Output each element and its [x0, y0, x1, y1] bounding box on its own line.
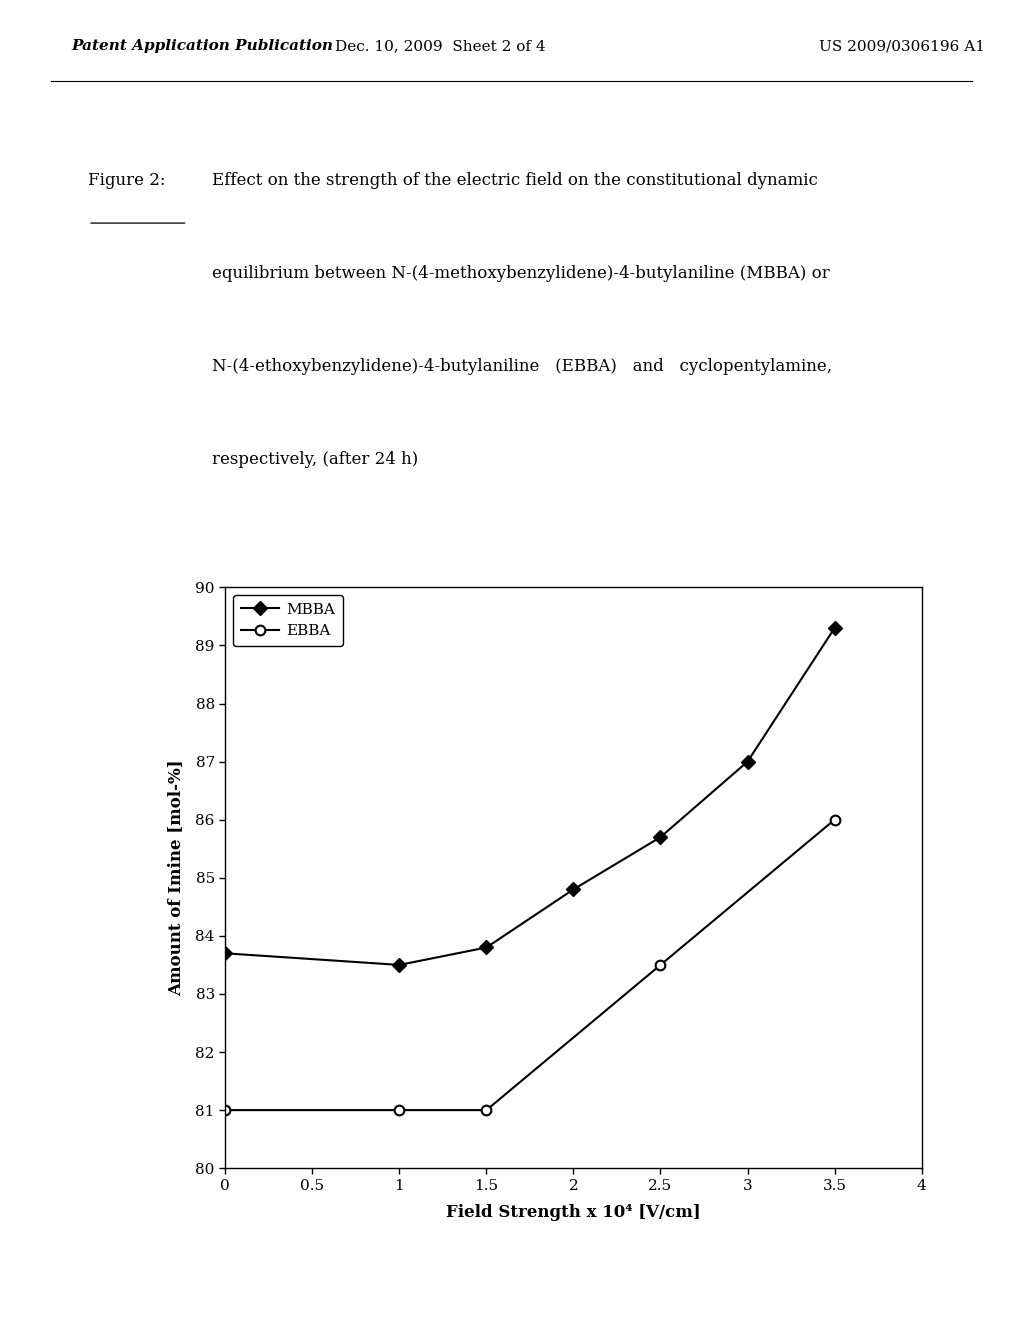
EBBA: [828, 812, 841, 828]
Text: Figure 2:: Figure 2:: [88, 172, 166, 189]
X-axis label: Field Strength x 10⁴ [V/cm]: Field Strength x 10⁴ [V/cm]: [446, 1204, 700, 1221]
Y-axis label: Amount of Imine [mol-%]: Amount of Imine [mol-%]: [167, 759, 184, 997]
Legend: MBBA, EBBA: MBBA, EBBA: [232, 595, 343, 645]
Line: EBBA: EBBA: [220, 814, 840, 1115]
MBBA: [741, 754, 754, 770]
Text: Patent Application Publication: Patent Application Publication: [72, 40, 334, 53]
MBBA: [219, 945, 231, 961]
EBBA: [393, 1102, 406, 1118]
Text: equilibrium between N-(4-methoxybenzylidene)-4-butylaniline (MBBA) or: equilibrium between N-(4-methoxybenzylid…: [213, 264, 830, 281]
MBBA: [567, 882, 580, 898]
MBBA: [393, 957, 406, 973]
Text: respectively, (after 24 h): respectively, (after 24 h): [213, 451, 419, 467]
MBBA: [480, 940, 493, 956]
EBBA: [219, 1102, 231, 1118]
Line: MBBA: MBBA: [220, 623, 840, 970]
EBBA: [480, 1102, 493, 1118]
MBBA: [654, 829, 667, 845]
Text: Dec. 10, 2009  Sheet 2 of 4: Dec. 10, 2009 Sheet 2 of 4: [335, 40, 546, 53]
Text: US 2009/0306196 A1: US 2009/0306196 A1: [819, 40, 985, 53]
Text: Effect on the strength of the electric field on the constitutional dynamic: Effect on the strength of the electric f…: [213, 172, 818, 189]
EBBA: [654, 957, 667, 973]
Text: N-(4-ethoxybenzylidene)-4-butylaniline   (EBBA)   and   cyclopentylamine,: N-(4-ethoxybenzylidene)-4-butylaniline (…: [213, 358, 833, 375]
MBBA: [828, 620, 841, 636]
